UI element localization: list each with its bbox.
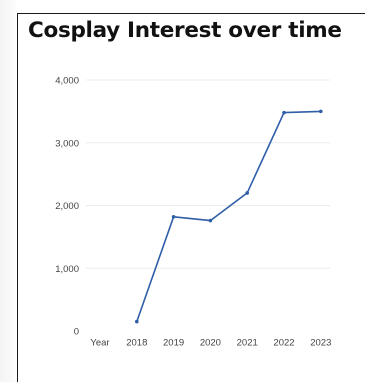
data-point	[208, 218, 213, 223]
x-tick-label: Year	[90, 338, 109, 349]
data-point	[135, 319, 139, 324]
x-tick-label: 2020	[200, 338, 221, 349]
x-tick-label: 2021	[237, 338, 258, 349]
data-point	[245, 191, 249, 195]
x-tick-label: 2018	[126, 338, 147, 349]
y-tick-label: 2,000	[55, 201, 79, 212]
chart-card: Cosplay Interest over time	[17, 13, 365, 382]
data-point	[319, 109, 323, 114]
x-tick-label: 2022	[273, 338, 294, 349]
side-shade	[0, 0, 18, 382]
x-tick-label: 2019	[163, 338, 184, 349]
y-tick-label: 3,000	[55, 138, 79, 149]
y-tick-label: 1,000	[55, 264, 79, 275]
x-tick-label: 2023	[310, 338, 331, 349]
data-point	[282, 110, 286, 115]
series-line	[136, 110, 322, 323]
y-tick-label: 0	[74, 327, 79, 338]
y-tick-label: 4,000	[55, 76, 79, 87]
chart-title: Cosplay Interest over time	[28, 18, 342, 43]
data-point	[171, 214, 176, 219]
